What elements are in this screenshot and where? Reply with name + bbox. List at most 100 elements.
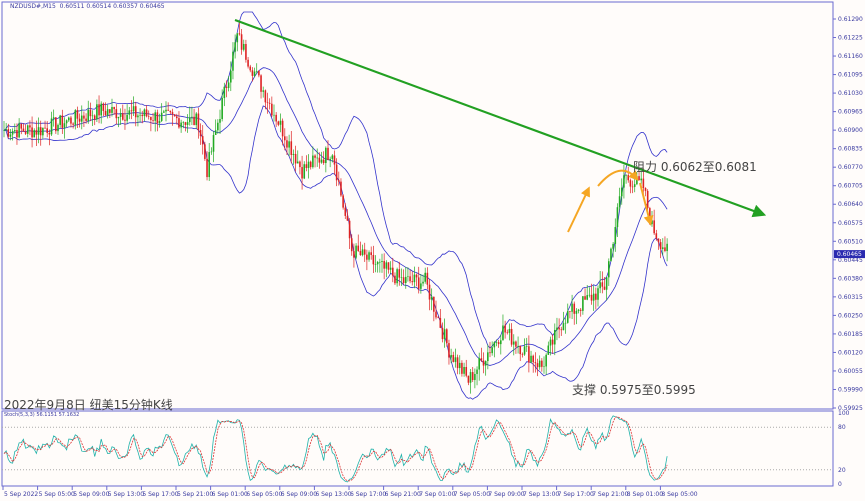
candle-body [130,110,133,112]
candle-body [26,125,29,134]
candle-body [122,113,124,120]
candle-body [152,120,154,121]
candle-body [42,127,44,136]
candle-body [638,176,640,181]
candle-body [392,267,394,276]
candle-body [307,161,310,169]
candle-body [178,118,180,128]
candle-body [318,157,321,163]
candle-body [296,161,299,164]
candle-body [24,131,27,134]
candle-body [35,130,38,135]
candle-body [182,122,185,123]
candle-body [169,110,172,113]
candle-body [577,309,580,311]
candle-body [376,262,379,265]
x-tick-label: 5 Sep 09:00 [73,491,109,498]
candle-body [5,129,7,131]
candle-body [372,254,375,265]
candle-body [651,220,653,225]
candle-body [441,327,444,340]
candle-body [221,98,223,120]
candle-body [655,233,658,239]
candle-body [541,360,543,367]
candle-body [18,123,20,138]
candle-body [370,252,372,255]
candle-body [383,261,385,269]
candle-body [525,346,528,347]
candle-body [545,354,547,367]
y-tick-label: 0.60965 [838,109,863,116]
candle-body [446,329,448,344]
candle-body [102,103,105,111]
candle-body [599,282,601,289]
candle-body [65,120,68,124]
candle-body [255,71,258,72]
candle-body [579,309,582,311]
candle-body [230,70,232,83]
candle-body [465,366,468,376]
candle-body [521,354,524,355]
candle-body [657,238,660,243]
candle-body [193,116,195,126]
candle-body [83,115,85,119]
candle-body [48,132,51,135]
candle-body [145,109,148,117]
candle-body [623,175,625,188]
candle-body [357,245,360,251]
candle-body [74,110,77,125]
candle-body [512,341,515,345]
candle-body [426,272,429,285]
candle-body [204,144,206,159]
candle-body [443,329,446,340]
candle-body [171,112,174,115]
candle-body [502,325,504,341]
x-tick-label: 7 Sep 09:00 [488,491,524,498]
y-tick-label: 0.61225 [838,35,863,42]
candle-body [489,352,491,354]
chart-caption: 2022年9月8日 纽美15分钟K线 [4,398,173,412]
x-tick-label: 7 Sep 13:00 [523,491,559,498]
candle-body [70,117,72,124]
candle-body [165,109,167,112]
candle-body [316,157,318,159]
candle-body [629,180,632,187]
candle-body [333,155,336,165]
up-arrow [567,186,590,233]
candle-body [394,275,396,284]
candle-body [242,43,245,50]
symbol-label: NZDUSD#,M15 [10,3,56,10]
y-tick-label: 0.60185 [838,331,863,338]
candle-body [22,128,25,132]
candle-body [409,276,411,282]
x-tick-label: 7 Sep 05:00 [454,491,490,498]
candle-body [249,66,252,71]
candle-body [258,71,260,76]
candle-body [538,360,541,368]
candle-body [562,323,565,331]
candle-body [366,254,368,260]
candle-body [303,164,306,179]
candle-body [428,284,431,300]
stoch-tick-label: 20 [838,467,846,474]
symbol-header: NZDUSD#,M15 0.60511 0.60514 0.60357 0.60… [10,3,165,10]
candle-body [335,164,338,181]
y-tick-label: 0.60575 [838,220,863,227]
candle-body [603,286,606,290]
x-tick-label: 7 Sep 21:00 [592,491,628,498]
main-frame [1,1,834,410]
candle-body [225,86,228,88]
candle-body [275,114,277,122]
candle-body [78,118,81,122]
candle-body [143,109,146,117]
candle-body [646,190,649,209]
candle-body [329,158,331,161]
candle-body [217,122,219,131]
candle-body [523,346,526,355]
candle-body [260,75,262,92]
candle-body [150,116,152,121]
x-tick-label: 5 Sep 05:00 [39,491,75,498]
candle-body [448,343,450,358]
candle-body [201,136,204,145]
